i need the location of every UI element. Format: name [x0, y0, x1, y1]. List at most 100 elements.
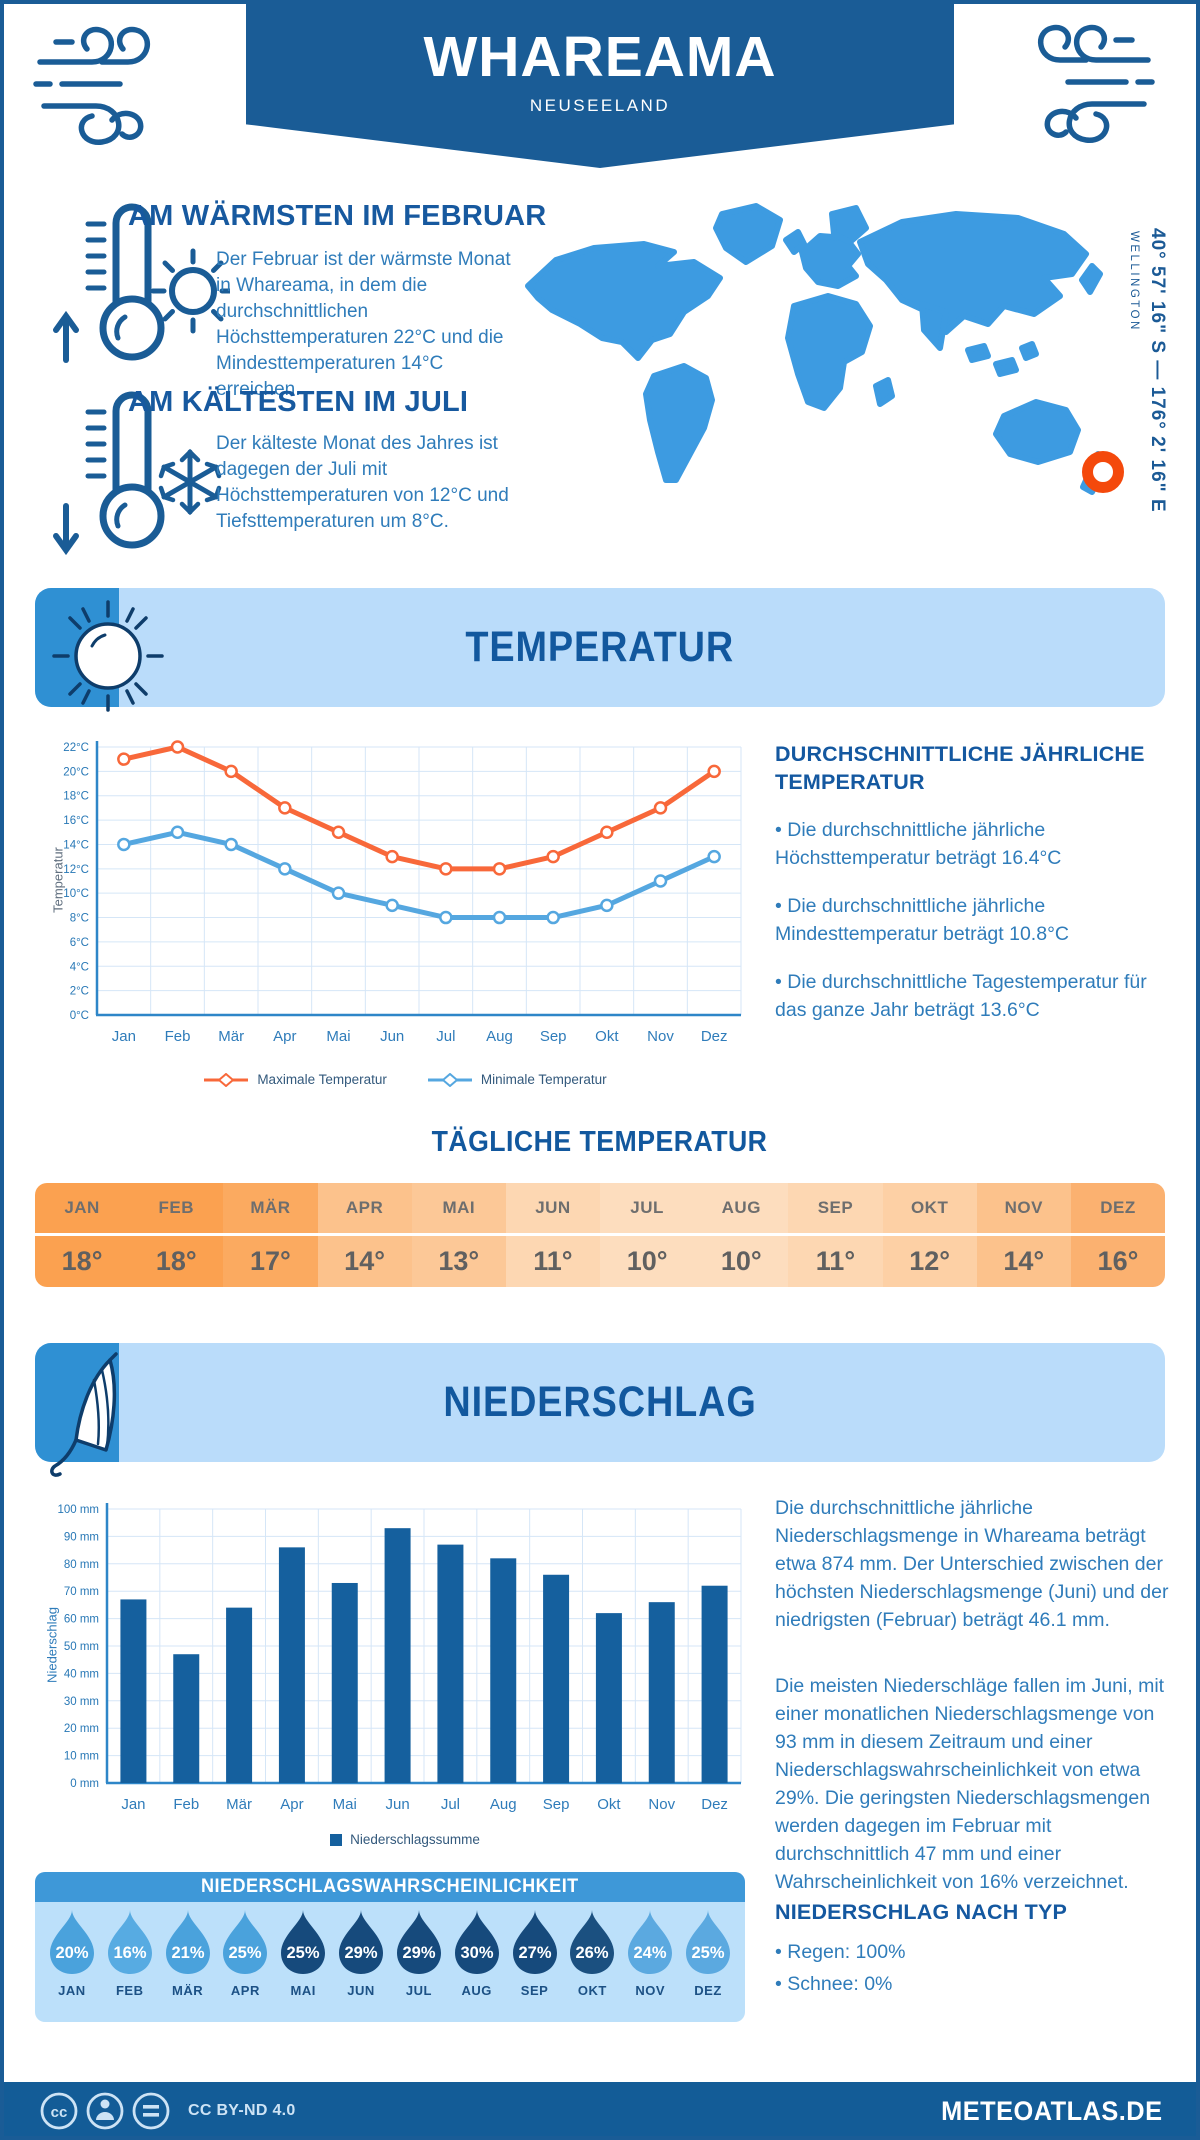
page-subtitle: NEUSEELAND	[529, 96, 671, 115]
svg-text:24%: 24%	[634, 1944, 667, 1962]
probability-month-label: NOV	[635, 1983, 666, 1998]
probability-month-label: FEB	[115, 1983, 144, 1998]
footer-bar: cc CC BY-ND 4.0 METEOATLAS.DE	[0, 2082, 1200, 2140]
svg-text:Feb: Feb	[173, 1796, 199, 1813]
precipitation-chart-legend: Niederschlagssumme	[55, 1832, 755, 1847]
daily-temp-month: OKT	[910, 1198, 949, 1217]
svg-text:30%: 30%	[460, 1944, 493, 1962]
precipitation-chart-ylabel: Niederschlag	[44, 1607, 60, 1683]
temperature-chart-legend: Maximale Temperatur Minimale Temperatur	[55, 1072, 755, 1087]
daily-temp-month: NOV	[1004, 1198, 1043, 1217]
daily-temp-month: MÄR	[250, 1198, 291, 1217]
probability-droplet: 30% AUG	[448, 1908, 506, 1998]
probability-droplet: 26% OKT	[563, 1908, 621, 1998]
temperature-chart-ylabel: Temperatur	[50, 847, 66, 913]
probability-droplet: 25% DEZ	[679, 1908, 737, 1998]
cc-license-icons: cc	[40, 2092, 170, 2130]
probability-droplet: 29% JUN	[332, 1908, 390, 1998]
svg-text:Sep: Sep	[543, 1796, 570, 1813]
daily-temp-column: NOV 14°	[976, 1183, 1071, 1287]
daily-temp-column: JUN 11°	[505, 1183, 601, 1287]
svg-text:0 mm: 0 mm	[70, 1778, 99, 1790]
daily-temp-column: FEB 18°	[129, 1183, 224, 1287]
cold-section-text: Der kälteste Monat des Jahres ist dagege…	[216, 433, 509, 532]
temperature-section-title: TEMPERATUR	[465, 623, 735, 671]
thermometer-warm-icon	[53, 203, 230, 363]
daily-temp-value: 11°	[788, 1233, 883, 1287]
svg-text:10°C: 10°C	[63, 888, 89, 900]
svg-text:60 mm: 60 mm	[64, 1614, 99, 1626]
avg-max-temp-bullet: • Die durchschnittliche jährliche Höchst…	[775, 819, 1062, 869]
svg-text:Jul: Jul	[436, 1028, 455, 1045]
daily-temp-month: SEP	[817, 1198, 854, 1217]
snow-share-bullet: • Schnee: 0%	[775, 1973, 893, 1995]
probability-month-label: MAI	[290, 1983, 316, 1998]
svg-text:Mai: Mai	[333, 1796, 357, 1813]
svg-text:Nov: Nov	[648, 1796, 675, 1813]
probability-droplet: 24% NOV	[621, 1908, 679, 1998]
probability-droplet: 21% MÄR	[159, 1908, 217, 1998]
license-label: CC BY-ND 4.0	[188, 2102, 296, 2119]
daily-temp-column: MÄR 17°	[223, 1183, 318, 1287]
svg-text:25%: 25%	[287, 1944, 320, 1962]
svg-text:90 mm: 90 mm	[64, 1531, 99, 1543]
umbrella-icon	[50, 1352, 118, 1477]
daily-temp-month: JAN	[64, 1198, 100, 1217]
coordinates-label: 40° 57' 16" S — 176° 2' 16" E	[1147, 228, 1168, 513]
site-wordmark: METEOATLAS.DE	[940, 2095, 1162, 2126]
svg-text:25%: 25%	[692, 1944, 725, 1962]
precipitation-paragraph-1: Die durchschnittliche jährliche Niedersc…	[775, 1497, 1169, 1631]
legend-item: Maximale Temperatur	[203, 1072, 387, 1087]
wind-icon	[1037, 24, 1155, 143]
svg-text:Apr: Apr	[280, 1796, 303, 1813]
daily-temp-month: AUG	[721, 1198, 761, 1217]
temperature-line-chart: 0°C 2°C 4°C 6°C 8°C 10°C 12°C 14°C 16°C 18°C 20°C 2…	[63, 740, 742, 1045]
svg-text:14°C: 14°C	[63, 839, 89, 851]
probability-month-label: MÄR	[172, 1983, 204, 1998]
page-title: WHAREAMA	[423, 25, 777, 89]
daily-temp-month: APR	[345, 1198, 384, 1217]
svg-text:Okt: Okt	[595, 1028, 619, 1045]
svg-text:40 mm: 40 mm	[64, 1668, 99, 1680]
daily-temp-value: 13°	[411, 1233, 506, 1287]
probability-droplet: 27% SEP	[506, 1908, 564, 1998]
precipitation-probability-title: NIEDERSCHLAGSWAHRSCHEINLICHKEIT	[201, 1876, 579, 1897]
svg-text:27%: 27%	[518, 1944, 551, 1962]
temperature-section-banner: TEMPERATUR	[35, 588, 1165, 707]
header-banner: WHAREAMA NEUSEELAND	[246, 0, 954, 168]
svg-text:Feb: Feb	[165, 1028, 191, 1045]
thermometer-cold-icon	[53, 391, 222, 556]
probability-month-label: SEP	[520, 1983, 549, 1998]
daily-temp-value: 10°	[600, 1233, 695, 1287]
daily-temperature-table: JAN 18° FEB 18° MÄR 17° APR 14° MAI 13° JUN 11° JUL 1…	[35, 1183, 1165, 1287]
cold-section-title: AM KÄLTESTEN IM JULI	[128, 386, 469, 418]
wind-icon	[33, 26, 151, 145]
svg-text:4°C: 4°C	[70, 961, 89, 973]
probability-month-label: JUN	[347, 1983, 375, 1998]
svg-text:25%: 25%	[229, 1944, 262, 1962]
daily-temp-column: AUG 10°	[694, 1183, 789, 1287]
svg-text:0°C: 0°C	[70, 1010, 89, 1022]
svg-text:Mär: Mär	[226, 1796, 252, 1813]
warm-section-title: AM WÄRMSTEN IM FEBRUAR	[128, 200, 547, 232]
svg-text:26%: 26%	[576, 1944, 609, 1962]
avg-temperature-heading: DURCHSCHNITTLICHE JÄHRLICHE TEMPERATUR	[775, 742, 1145, 794]
warm-section-text: Der Februar ist der wärmste Monat in Wha…	[216, 249, 511, 400]
svg-text:Aug: Aug	[490, 1796, 517, 1813]
svg-text:12°C: 12°C	[63, 864, 89, 876]
svg-text:Jun: Jun	[380, 1028, 404, 1045]
daily-temp-value: 16°	[1070, 1233, 1165, 1287]
probability-droplet: 25% APR	[216, 1908, 274, 1998]
precipitation-probability-droplets: 20% JAN 16% FEB 21% MÄR 25% APR 25% MAI 29% JUN 29% J…	[35, 1902, 745, 1998]
daily-temp-column: DEZ 16°	[1070, 1183, 1165, 1287]
svg-text:Okt: Okt	[597, 1796, 621, 1813]
daily-temp-column: JAN 18°	[35, 1183, 130, 1287]
svg-text:Mai: Mai	[326, 1028, 350, 1045]
probability-droplet: 20% JAN	[43, 1908, 101, 1998]
svg-text:20°C: 20°C	[63, 766, 89, 778]
svg-text:Jan: Jan	[121, 1796, 145, 1813]
daily-temp-value: 14°	[976, 1233, 1071, 1287]
svg-text:18°C: 18°C	[63, 791, 89, 803]
svg-text:10 mm: 10 mm	[64, 1751, 99, 1763]
